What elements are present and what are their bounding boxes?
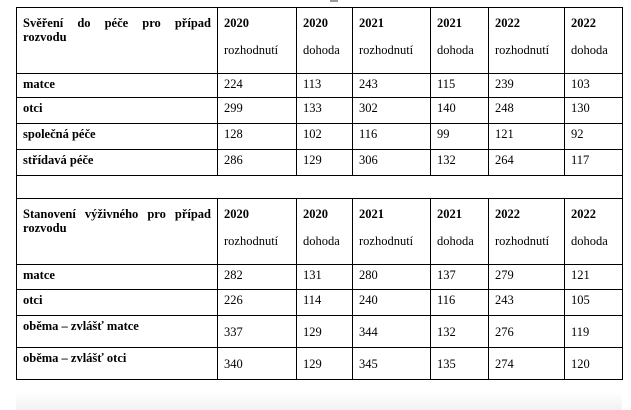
table-cell: 121 [488,123,565,150]
table-cell: 282 [217,264,297,290]
column-header: 2021 dohoda [430,7,489,74]
table-cell: 128 [217,123,297,150]
table-cell: 129 [296,347,353,380]
table-cell: 117 [564,149,623,176]
table-cell: 114 [296,289,353,316]
column-header: 2020 rozhodnutí [217,7,297,74]
section-spacer-row [16,175,623,199]
table-row: oběma – zvlášť matce 337 129 344 132 276… [16,315,623,348]
table-cell: 116 [352,123,431,150]
table-cell: 132 [430,149,489,176]
table-cell: 224 [217,73,297,98]
custody-section-title: Svěření do péče pro případ rozvodu [16,7,218,74]
table-cell: 113 [296,73,353,98]
alimony-header-row: Stanovení výživného pro případ rozvodu 2… [16,198,623,265]
column-header: 2020 dohoda [296,198,353,265]
table-cell: 115 [430,73,489,98]
custody-header-row: Svěření do péče pro případ rozvodu 2020 r… [16,7,623,74]
column-header: 2022 rozhodnutí [488,7,565,74]
table-cell: 121 [564,264,623,290]
table-cell: 302 [352,97,431,124]
column-header: 2022 rozhodnutí [488,198,565,265]
table-cell: 344 [352,315,431,348]
table-cell: 130 [564,97,623,124]
column-header: 2021 rozhodnutí [352,7,431,74]
table-cell: 243 [352,73,431,98]
table-cell: 120 [564,347,623,380]
table-row: matce 224 113 243 115 239 103 [16,73,623,98]
table-cell: 276 [488,315,565,348]
column-header: 2020 rozhodnutí [217,198,297,265]
table-cell: 129 [296,315,353,348]
bottom-fade [16,392,622,410]
table-cell: 299 [217,97,297,124]
table-cell: 240 [352,289,431,316]
row-label: matce [16,264,218,290]
row-label: společná péče [16,123,218,150]
table-cell: 274 [488,347,565,380]
table-row: otci 299 133 302 140 248 130 [16,97,623,124]
column-header: 2022 dohoda [564,7,623,74]
row-label: otci [16,97,218,124]
page-top-fragment [330,0,338,2]
column-header: 2020 dohoda [296,7,353,74]
row-label: otci [16,289,218,316]
row-label: oběma – zvlášť otci [16,347,218,380]
table-cell: 92 [564,123,623,150]
table-cell: 105 [564,289,623,316]
table-cell: 286 [217,149,297,176]
table-cell: 131 [296,264,353,290]
column-header: 2021 dohoda [430,198,489,265]
table-cell: 239 [488,73,565,98]
table-cell: 133 [296,97,353,124]
table-cell: 129 [296,149,353,176]
row-label: oběma – zvlášť matce [16,315,218,348]
table-cell: 119 [564,315,623,348]
table-cell: 243 [488,289,565,316]
table-cell: 135 [430,347,489,380]
table-cell: 132 [430,315,489,348]
table-cell: 137 [430,264,489,290]
table-row: střídavá péče 286 129 306 132 264 117 [16,149,623,176]
table-cell: 99 [430,123,489,150]
table-cell: 279 [488,264,565,290]
row-label: matce [16,73,218,98]
alimony-section-title: Stanovení výživného pro případ rozvodu [16,198,218,265]
spacer-cell [16,175,623,199]
table-cell: 340 [217,347,297,380]
table-cell: 103 [564,73,623,98]
table-cell: 102 [296,123,353,150]
column-header: 2021 rozhodnutí [352,198,431,265]
column-header: 2022 dohoda [564,198,623,265]
table-row: společná péče 128 102 116 99 121 92 [16,123,623,150]
table-cell: 337 [217,315,297,348]
table-row: oběma – zvlášť otci 340 129 345 135 274 … [16,347,623,380]
table-cell: 280 [352,264,431,290]
table-cell: 345 [352,347,431,380]
table-cell: 264 [488,149,565,176]
table-cell: 116 [430,289,489,316]
table-row: matce 282 131 280 137 279 121 [16,264,623,290]
statistics-table: Svěření do péče pro případ rozvodu 2020 r… [16,7,623,380]
table-cell: 248 [488,97,565,124]
table-cell: 226 [217,289,297,316]
table-row: otci 226 114 240 116 243 105 [16,289,623,316]
table-cell: 140 [430,97,489,124]
row-label: střídavá péče [16,149,218,176]
table-cell: 306 [352,149,431,176]
